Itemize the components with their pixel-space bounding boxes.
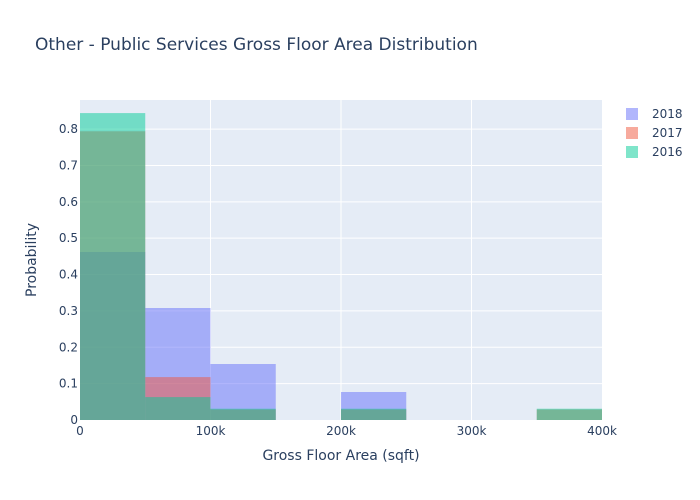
chart-title: Other - Public Services Gross Floor Area… — [35, 35, 478, 55]
legend[interactable]: 2018 2017 2016 — [626, 107, 683, 159]
x-axis-ticks: 0 100k 200k 300k 400k — [76, 424, 617, 438]
y-tick-label: 0.5 — [59, 231, 78, 245]
x-tick-label: 300k — [457, 424, 487, 438]
bar-2016[interactable] — [210, 408, 276, 420]
histogram-bars — [80, 113, 602, 421]
y-tick-label: 0.7 — [59, 158, 78, 172]
y-axis-ticks: 0 0.1 0.2 0.3 0.4 0.5 0.6 0.7 0.8 — [59, 122, 78, 427]
legend-swatch-2017[interactable] — [626, 127, 638, 139]
bar-2016[interactable] — [341, 408, 407, 420]
x-tick-label: 0 — [76, 424, 84, 438]
legend-swatch-2016[interactable] — [626, 146, 638, 158]
x-tick-label: 400k — [587, 424, 617, 438]
y-tick-label: 0.2 — [59, 340, 78, 354]
legend-label-2018[interactable]: 2018 — [652, 107, 683, 121]
y-tick-label: 0.3 — [59, 304, 78, 318]
y-tick-label: 0.6 — [59, 195, 78, 209]
legend-swatch-2018[interactable] — [626, 108, 638, 120]
legend-label-2017[interactable]: 2017 — [652, 126, 683, 140]
bar-2016[interactable] — [536, 408, 602, 420]
y-tick-label: 0.8 — [59, 122, 78, 136]
legend-label-2016[interactable]: 2016 — [652, 145, 683, 159]
x-axis-label: Gross Floor Area (sqft) — [262, 448, 419, 464]
bar-2016[interactable] — [145, 397, 211, 420]
y-tick-label: 0.4 — [59, 268, 78, 282]
y-tick-label: 0.1 — [59, 377, 78, 391]
y-tick-label: 0 — [70, 413, 78, 427]
x-tick-label: 100k — [196, 424, 226, 438]
bar-2016[interactable] — [80, 113, 146, 420]
y-axis-label: Probability — [24, 223, 40, 297]
x-tick-label: 200k — [326, 424, 356, 438]
